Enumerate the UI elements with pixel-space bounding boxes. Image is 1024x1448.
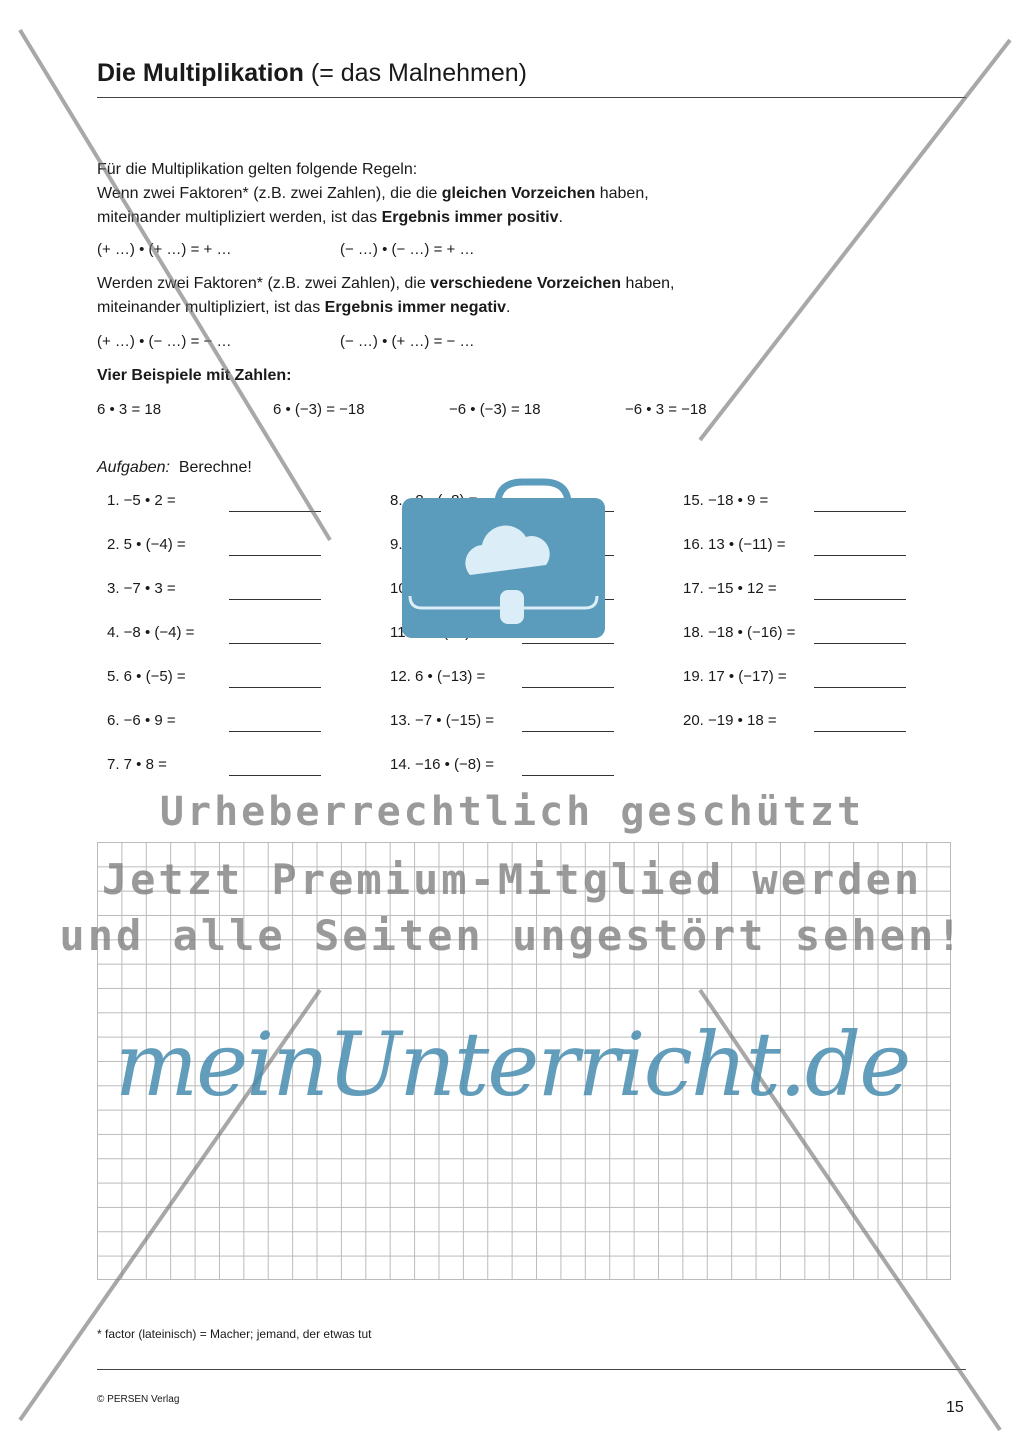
task-item: 18. −18 • (−16) = [683, 624, 796, 641]
formula-row-1: (+ …) • (+ …) = + … [97, 241, 232, 258]
task-item: 13. −7 • (−15) = [390, 712, 495, 729]
answer-line[interactable] [522, 775, 614, 776]
watermark-text: und alle Seiten ungestört sehen! [59, 911, 965, 960]
answer-line[interactable] [522, 643, 614, 644]
task-item: 4. −8 • (−4) = [107, 624, 195, 641]
task-item: 3. −7 • 3 = [107, 580, 176, 597]
example: 6 • (−3) = −18 [273, 401, 365, 418]
publisher: © PERSEN Verlag [97, 1394, 180, 1405]
task-item: 5. 6 • (−5) = [107, 668, 186, 685]
answer-line[interactable] [814, 731, 906, 732]
examples-heading: Vier Beispiele mit Zahlen: [97, 367, 292, 384]
task-item: 2. 5 • (−4) = [107, 536, 186, 553]
answer-line[interactable] [229, 555, 321, 556]
answer-line[interactable] [229, 687, 321, 688]
answer-line[interactable] [814, 555, 906, 556]
task-item: 16. 13 • (−11) = [683, 536, 786, 553]
watermark-text: Jetzt Premium-Mitglied werden [101, 855, 923, 904]
task-item: 15. −18 • 9 = [683, 492, 769, 509]
task-item: 20. −19 • 18 = [683, 712, 777, 729]
answer-line[interactable] [814, 599, 906, 600]
formula-row-1b: (− …) • (− …) = + … [340, 241, 475, 258]
task-item: 12. 6 • (−13) = [390, 668, 486, 685]
answer-line[interactable] [522, 731, 614, 732]
task-item: 17. −15 • 12 = [683, 580, 777, 597]
answer-line[interactable] [229, 599, 321, 600]
answer-line[interactable] [229, 511, 321, 512]
answer-line[interactable] [229, 731, 321, 732]
task-item: 6. −6 • 9 = [107, 712, 176, 729]
watermark-logo: meinUnterricht.de [114, 1013, 912, 1116]
tasks-heading: Aufgaben: Berechne! [97, 459, 252, 476]
answer-line[interactable] [814, 687, 906, 688]
rules-text: Für die Multiplikation gelten folgende R… [97, 161, 649, 226]
answer-line[interactable] [229, 643, 321, 644]
answer-line[interactable] [522, 687, 614, 688]
answer-line[interactable] [814, 643, 906, 644]
answer-line[interactable] [814, 511, 906, 512]
task-item: 19. 17 • (−17) = [683, 668, 787, 685]
briefcase-icon [402, 478, 605, 638]
task-item: 7. 7 • 8 = [107, 756, 167, 773]
example: 6 • 3 = 18 [97, 401, 162, 418]
example: −6 • (−3) = 18 [449, 401, 541, 418]
answer-line[interactable] [229, 775, 321, 776]
example: −6 • 3 = −18 [625, 401, 707, 418]
watermark-text: Urheberrechtlich geschützt [159, 789, 865, 835]
page-number: 15 [946, 1399, 964, 1416]
page-title: Die Multiplikation (= das Malnehmen) [97, 59, 527, 87]
header-divider [97, 97, 966, 98]
formula-row-2: (+ …) • (− …) = − … [97, 333, 232, 350]
grid-paper [97, 842, 951, 1280]
footer-divider [97, 1369, 966, 1370]
footnote: * factor (lateinisch) = Macher; jemand, … [97, 1327, 372, 1341]
rules-text-2: Werden zwei Faktoren* (z.B. zwei Zahlen)… [97, 275, 675, 316]
formula-row-2b: (− …) • (+ …) = − … [340, 333, 475, 350]
task-item: 1. −5 • 2 = [107, 492, 176, 509]
task-item: 14. −16 • (−8) = [390, 756, 495, 773]
